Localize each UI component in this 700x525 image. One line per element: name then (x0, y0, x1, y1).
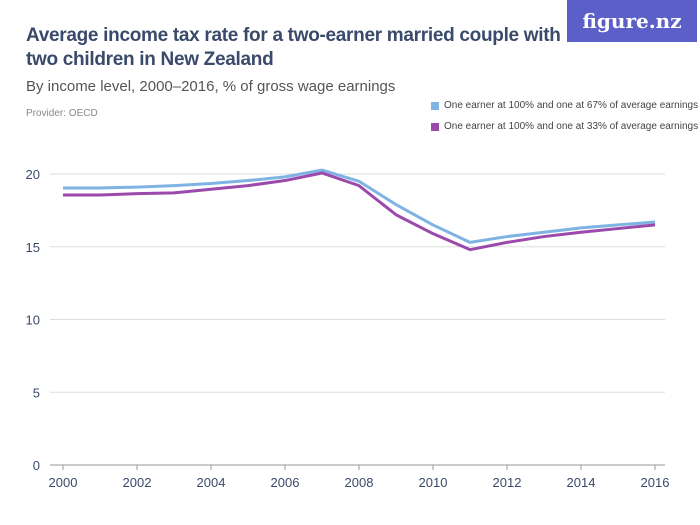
series-line-1 (63, 168, 656, 244)
provider-label: Provider: OECD (26, 108, 98, 119)
x-tick-label: 2006 (271, 475, 300, 490)
x-tick-label: 2014 (567, 475, 596, 490)
y-tick-label: 15 (26, 240, 40, 255)
x-tick-label: 2000 (49, 475, 78, 490)
y-tick-label: 5 (33, 385, 40, 400)
legend-item-67: One earner at 100% and one at 67% of ave… (431, 100, 698, 111)
x-tick-label: 2012 (493, 475, 522, 490)
series-line-2 (63, 171, 656, 252)
x-tick-label: 2002 (123, 475, 152, 490)
figure-nz-logo[interactable]: figure.nz (567, 0, 697, 42)
y-tick-label: 20 (26, 167, 40, 182)
legend-item-33: One earner at 100% and one at 33% of ave… (431, 121, 698, 132)
legend-swatch (431, 101, 439, 110)
x-tick-label: 2016 (641, 475, 670, 490)
x-tick-label: 2004 (197, 475, 226, 490)
y-tick-label: 10 (26, 313, 40, 328)
chart-subtitle: By income level, 2000–2016, % of gross w… (26, 78, 396, 95)
legend-swatch (431, 122, 439, 131)
x-tick-label: 2010 (419, 475, 448, 490)
legend-label: One earner at 100% and one at 33% of ave… (444, 121, 699, 132)
x-tick-label: 2008 (345, 475, 374, 490)
chart-title: Average income tax rate for a two-earner… (26, 25, 561, 70)
y-tick-label: 0 (33, 458, 40, 473)
legend-label: One earner at 100% and one at 67% of ave… (444, 100, 699, 111)
